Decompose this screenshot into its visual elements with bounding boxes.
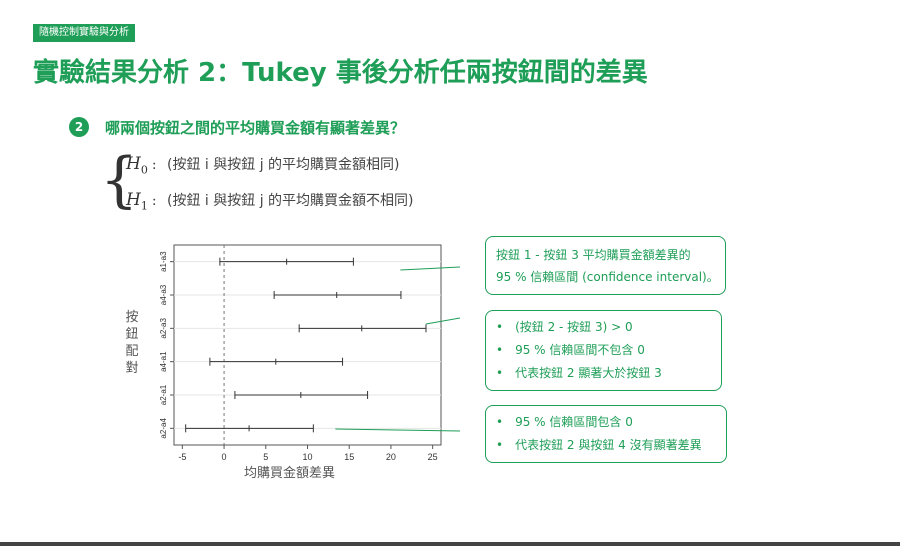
y-tick-label-a4-a1: a4-a1 <box>159 351 168 372</box>
callout-c1-line1: 按鈕 1 - 按鈕 3 平均購買金額差異的 <box>496 248 691 262</box>
x-tick-label: 20 <box>386 452 396 462</box>
connector-a2-a4 <box>335 428 460 432</box>
page-title: 實驗結果分析 2：Tukey 事後分析任兩按鈕間的差異 <box>33 58 648 88</box>
connector-a1-a3 <box>400 266 460 271</box>
section-tag: 隨機控制實驗與分析 <box>33 24 135 42</box>
y-tick-label-a1-a3: a1-a3 <box>159 251 168 272</box>
tukey-interval-chart: a1-a3 a4-a3 a2-a3 a4-a1 a2-a1 a2-a4 -5 0 5 10 15 20… <box>125 244 460 481</box>
callout-a2-a4: 95 % 信賴區間包含 0 代表按鈕 2 與按鈕 4 沒有顯著差異 <box>485 405 727 463</box>
alternative-hypothesis: H1: (按鈕 i 與按鈕 j 的平均購買金額不相同) <box>126 190 414 213</box>
x-tick-label: -5 <box>178 452 186 462</box>
footer-bar <box>0 542 900 546</box>
question-number-badge: 2 <box>69 117 89 137</box>
h0-text: (按鈕 i 與按鈕 j 的平均購買金額相同) <box>167 157 400 173</box>
x-tick-label: 25 <box>428 452 438 462</box>
callout-a2-a3: (按鈕 2 - 按鈕 3) > 0 95 % 信賴區間不包含 0 代表按鈕 2 … <box>485 310 722 391</box>
y-tick-label-a2-a1: a2-a1 <box>159 384 168 405</box>
question-text: 哪兩個按鈕之間的平均購買金額有顯著差異？ <box>105 119 406 137</box>
x-tick-label: 10 <box>302 452 312 462</box>
callout-confidence-interval: 按鈕 1 - 按鈕 3 平均購買金額差異的 95 % 信賴區間 (confide… <box>485 236 726 295</box>
y-axis-label: 按鈕配對 <box>125 310 138 376</box>
plot-frame <box>173 244 442 446</box>
callout-c2-item: 95 % 信賴區間不包含 0 <box>496 339 711 362</box>
y-tick-label-a2-a4: a2-a4 <box>159 418 168 439</box>
y-tick-label-a4-a3: a4-a3 <box>159 284 168 305</box>
hypothesis-brace: { <box>100 145 139 215</box>
callout-c1-line2: 95 % 信賴區間 (confidence interval)。 <box>496 270 719 284</box>
x-axis-label: 均購買金額差異 <box>244 465 335 481</box>
x-tick-label: 15 <box>344 452 354 462</box>
callout-c3-item: 代表按鈕 2 與按鈕 4 沒有顯著差異 <box>496 434 716 457</box>
x-tick-label: 5 <box>263 452 268 462</box>
callout-connectors <box>335 266 460 432</box>
callout-c3-item: 95 % 信賴區間包含 0 <box>496 411 716 434</box>
y-tick-label-a2-a3: a2-a3 <box>159 318 168 339</box>
callout-c2-item: (按鈕 2 - 按鈕 3) > 0 <box>496 316 711 339</box>
null-hypothesis: H0: (按鈕 i 與按鈕 j 的平均購買金額相同) <box>126 154 400 177</box>
h1-symbol: H1 <box>126 190 148 213</box>
h1-text: (按鈕 i 與按鈕 j 的平均購買金額不相同) <box>167 193 414 209</box>
h0-symbol: H0 <box>126 154 148 177</box>
connector-a2-a3 <box>425 317 460 325</box>
callout-c2-item: 代表按鈕 2 顯著大於按鈕 3 <box>496 362 711 385</box>
x-tick-label: 0 <box>222 452 227 462</box>
